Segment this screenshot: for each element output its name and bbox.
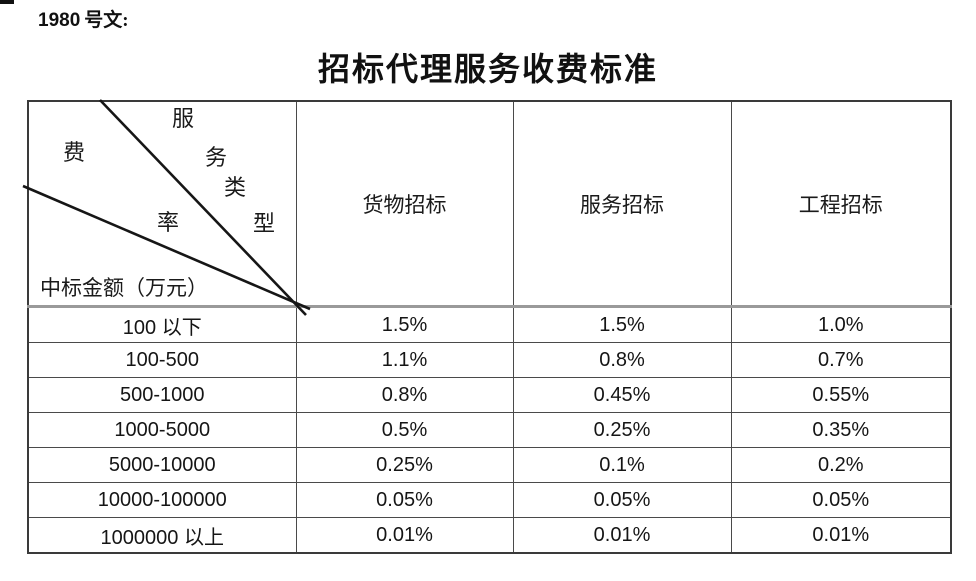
table-row: 1000-5000 0.5% 0.25% 0.35% [27,412,952,448]
table-row: 5000-10000 0.25% 0.1% 0.2% [27,447,952,483]
cell-value: 0.45% [512,377,732,413]
cell-value: 0.01% [730,517,952,554]
corner-label-service-char-2: 务 [204,145,228,170]
corner-label-service-char-4: 型 [252,211,276,236]
cell-value: 0.55% [730,377,952,413]
row-label: 5000-10000 [27,447,297,483]
cell-value: 0.05% [512,482,732,518]
cell-value: 0.1% [512,447,732,483]
column-header-works: 工程招标 [730,100,952,308]
corner-label-bid-amount: 中标金额（万元） [40,276,208,300]
column-header-services: 服务招标 [512,100,732,308]
corner-label-rate-char-2: 率 [156,210,180,235]
row-label: 10000-100000 [27,482,297,518]
corner-header-cell: 服 务 类 型 费 率 中标金额（万元） [22,99,311,316]
cell-value: 0.2% [730,447,952,483]
doc-number: 1980 [38,10,81,31]
row-label: 500-1000 [27,377,297,413]
corner-label-service-char-3: 类 [223,175,247,200]
cell-value: 0.01% [295,517,514,554]
cell-value: 0.25% [512,412,732,448]
doc-number-label: 号文: [84,10,129,31]
table-row: 100-500 1.1% 0.8% 0.7% [27,342,952,378]
cell-value: 0.8% [512,342,732,378]
column-header-goods: 货物招标 [295,100,514,308]
cell-value: 0.8% [295,377,514,413]
row-label: 100-500 [27,342,297,378]
cell-value: 1.0% [730,306,952,343]
scan-artifact [0,0,14,4]
cell-value: 1.5% [512,306,732,343]
corner-label-service-char-1: 服 [171,106,195,131]
cell-value: 0.35% [730,412,952,448]
table-row: 10000-100000 0.05% 0.05% 0.05% [27,482,952,518]
doc-number-heading: 1980 号文: [38,5,129,32]
cell-value: 0.5% [295,412,514,448]
page-title: 招标代理服务收费标准 [317,51,658,87]
cell-value: 0.25% [295,447,514,483]
corner-label-rate-char-1: 费 [62,140,86,165]
table-row: 500-1000 0.8% 0.45% 0.55% [27,377,952,413]
row-label: 100 以下 [27,306,297,343]
fee-standard-table: 服 务 类 型 费 率 中标金额（万元） 货物招标 服务招标 工程招标 100 … [22,99,952,554]
diagonal-divider-lines [22,99,311,316]
cell-value: 0.7% [730,342,952,378]
row-label: 1000-5000 [27,412,297,448]
cell-value: 0.01% [512,517,732,554]
table-row: 100 以下 1.5% 1.5% 1.0% [27,306,952,343]
cell-value: 0.05% [295,482,514,518]
cell-value: 1.5% [295,306,514,343]
table-row: 1000000 以上 0.01% 0.01% 0.01% [27,517,952,554]
cell-value: 0.05% [730,482,952,518]
table-header-row: 服 务 类 型 费 率 中标金额（万元） 货物招标 服务招标 工程招标 [22,99,952,316]
row-label: 1000000 以上 [27,517,297,554]
cell-value: 1.1% [295,342,514,378]
